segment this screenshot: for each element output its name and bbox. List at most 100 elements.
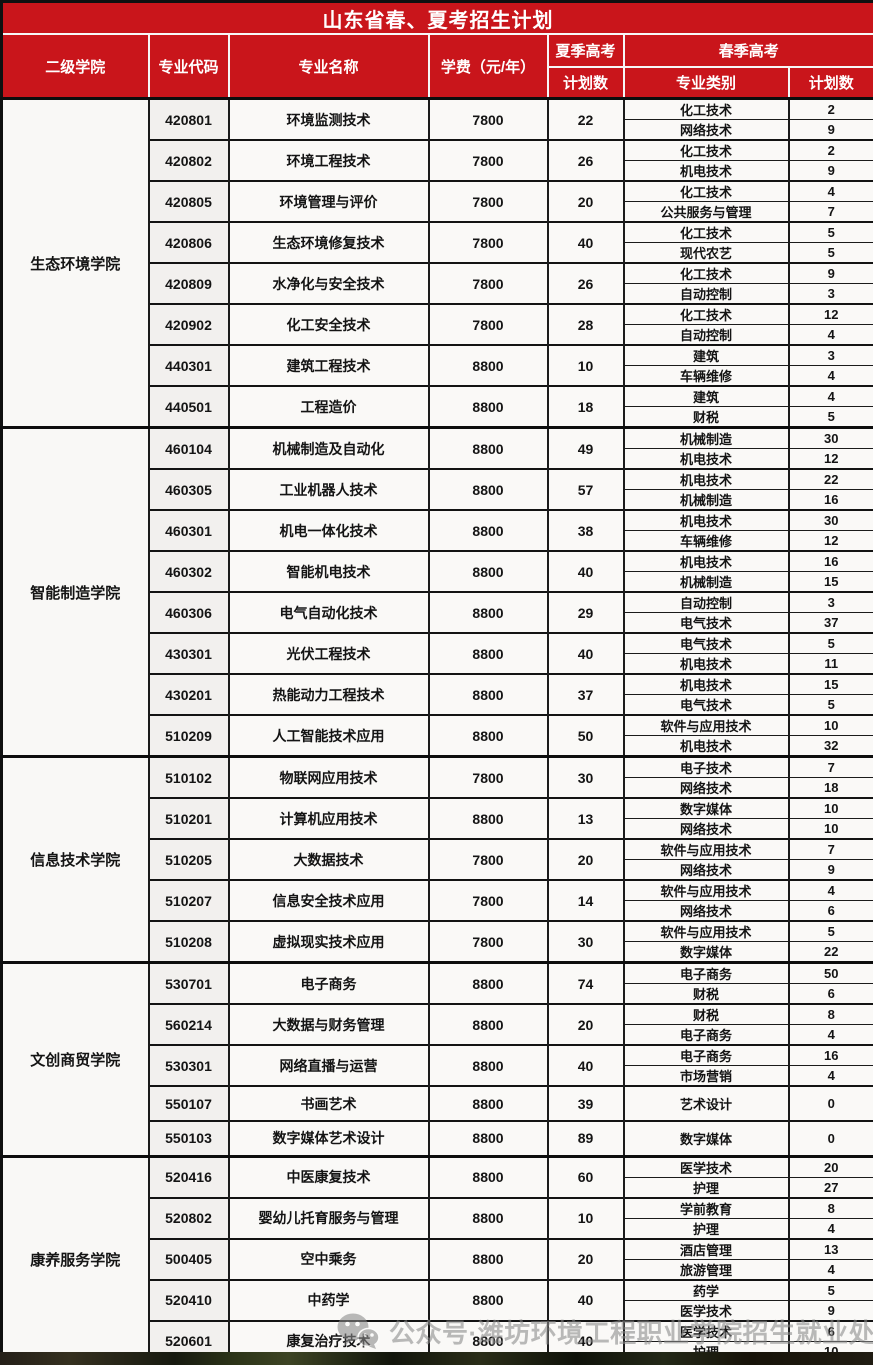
spring-plan-count: 12	[787, 530, 873, 552]
college-name: 文创商贸学院	[0, 961, 150, 1157]
table-body: 生态环境学院 420801 环境监测技术 7800 22 化工技术 2 网络技术 9 420802…	[0, 97, 873, 1365]
major-code: 550107	[147, 1085, 230, 1122]
summer-plan-count: 38	[546, 509, 625, 552]
spring-category: 电气技术	[622, 612, 790, 634]
spring-category: 化工技术	[622, 180, 790, 202]
spring-plan-count: 0	[787, 1120, 873, 1157]
spring-plan-count: 10	[787, 818, 873, 840]
major-name: 书画艺术	[227, 1085, 430, 1122]
header-spring-plan: 计划数	[787, 66, 873, 100]
spring-subrow: 现代农艺 5	[2, 242, 873, 264]
spring-category: 电气技术	[622, 632, 790, 654]
major-code: 510102	[147, 755, 230, 799]
spring-plan-count: 4	[787, 385, 873, 407]
summer-plan-count: 57	[546, 468, 625, 511]
major-name: 光伏工程技术	[227, 632, 430, 675]
spring-category: 化工技术	[622, 97, 790, 120]
spring-category: 软件与应用技术	[622, 920, 790, 942]
spring-plan-count: 22	[787, 941, 873, 963]
tuition-value: 8800	[427, 1154, 549, 1198]
spring-category: 软件与应用技术	[622, 879, 790, 901]
spring-category: 医学技术	[622, 1154, 790, 1178]
spring-category: 机电技术	[622, 550, 790, 572]
major-name: 信息安全技术应用	[227, 879, 430, 922]
major-name: 婴幼儿托育服务与管理	[227, 1196, 430, 1239]
spring-plan-count: 27	[787, 1176, 873, 1198]
college-name: 康养服务学院	[0, 1154, 150, 1363]
spring-category: 机电技术	[622, 509, 790, 531]
header-summer-exam: 夏季高考	[546, 33, 625, 68]
header-row-2: 计划数 专业类别 计划数	[2, 66, 873, 100]
major-code: 430201	[147, 673, 230, 716]
summer-plan-count: 14	[546, 879, 625, 922]
college-name: 生态环境学院	[0, 97, 150, 428]
major-name: 生态环境修复技术	[227, 221, 430, 264]
tuition-value: 7800	[427, 180, 549, 223]
spring-plan-count: 16	[787, 550, 873, 572]
major-code: 520410	[147, 1278, 230, 1321]
major-name: 环境工程技术	[227, 139, 430, 182]
summer-plan-count: 50	[546, 714, 625, 757]
major-code: 420806	[147, 221, 230, 264]
major-name: 化工安全技术	[227, 303, 430, 346]
summer-plan-count: 10	[546, 344, 625, 387]
spring-plan-count: 8	[787, 1003, 873, 1025]
spring-plan-count: 5	[787, 242, 873, 264]
major-code: 530301	[147, 1044, 230, 1087]
major-code: 510201	[147, 797, 230, 840]
summer-plan-count: 26	[546, 262, 625, 305]
spring-subrow: 医学技术 9	[2, 1299, 873, 1321]
major-code: 510209	[147, 714, 230, 757]
spring-category: 机械制造	[622, 489, 790, 511]
major-code: 440301	[147, 344, 230, 387]
spring-category: 网络技术	[622, 119, 790, 141]
spring-subrow: 财税 6	[2, 983, 873, 1005]
spring-category: 网络技术	[622, 859, 790, 881]
spring-category: 护理	[622, 1217, 790, 1239]
major-code: 460302	[147, 550, 230, 593]
summer-plan-count: 40	[546, 221, 625, 264]
spring-category: 现代农艺	[622, 242, 790, 264]
spring-plan-count: 15	[787, 673, 873, 695]
spring-category: 软件与应用技术	[622, 838, 790, 860]
major-name: 水净化与安全技术	[227, 262, 430, 305]
college-name: 智能制造学院	[0, 426, 150, 757]
header-summer-plan: 计划数	[546, 66, 625, 100]
major-name: 虚拟现实技术应用	[227, 920, 430, 963]
tuition-value: 8800	[427, 1278, 549, 1321]
spring-category: 电子技术	[622, 755, 790, 778]
summer-plan-count: 39	[546, 1085, 625, 1122]
header-spring-category: 专业类别	[622, 66, 790, 100]
spring-category: 网络技术	[622, 900, 790, 922]
summer-plan-count: 20	[546, 180, 625, 223]
spring-plan-count: 7	[787, 201, 873, 223]
spring-plan-count: 50	[787, 961, 873, 984]
spring-plan-count: 22	[787, 468, 873, 490]
spring-plan-count: 4	[787, 365, 873, 387]
major-code: 420801	[147, 97, 230, 141]
tuition-value: 8800	[427, 550, 549, 593]
spring-subrow: 护理 4	[2, 1217, 873, 1239]
major-row: 智能制造学院 460104 机械制造及自动化 8800 49 机械制造 30	[0, 426, 873, 757]
spring-subrow: 财税 5	[2, 406, 873, 428]
spring-subrow: 车辆维修 4	[2, 365, 873, 387]
tuition-value: 8800	[427, 468, 549, 511]
spring-subrow: 旅游管理 4	[2, 1258, 873, 1280]
spring-plan-count: 9	[787, 859, 873, 881]
spring-category: 旅游管理	[622, 1258, 790, 1280]
summer-plan-count: 40	[546, 1278, 625, 1321]
table-header: 山东省春、夏考招生计划 二级学院 专业代码 专业名称 学费（元/年） 夏季高考 …	[0, 0, 873, 100]
major-code: 510208	[147, 920, 230, 963]
major-code: 460104	[147, 426, 230, 470]
spring-plan-count: 6	[787, 1319, 873, 1342]
spring-plan-count: 15	[787, 571, 873, 593]
major-name: 电气自动化技术	[227, 591, 430, 634]
spring-category: 市场营销	[622, 1065, 790, 1087]
spring-category: 建筑	[622, 385, 790, 407]
spring-category: 电气技术	[622, 694, 790, 716]
spring-plan-count: 5	[787, 694, 873, 716]
spring-subrow: 机电技术 11	[2, 653, 873, 675]
spring-plan-count: 2	[787, 139, 873, 161]
spring-plan-count: 5	[787, 406, 873, 428]
